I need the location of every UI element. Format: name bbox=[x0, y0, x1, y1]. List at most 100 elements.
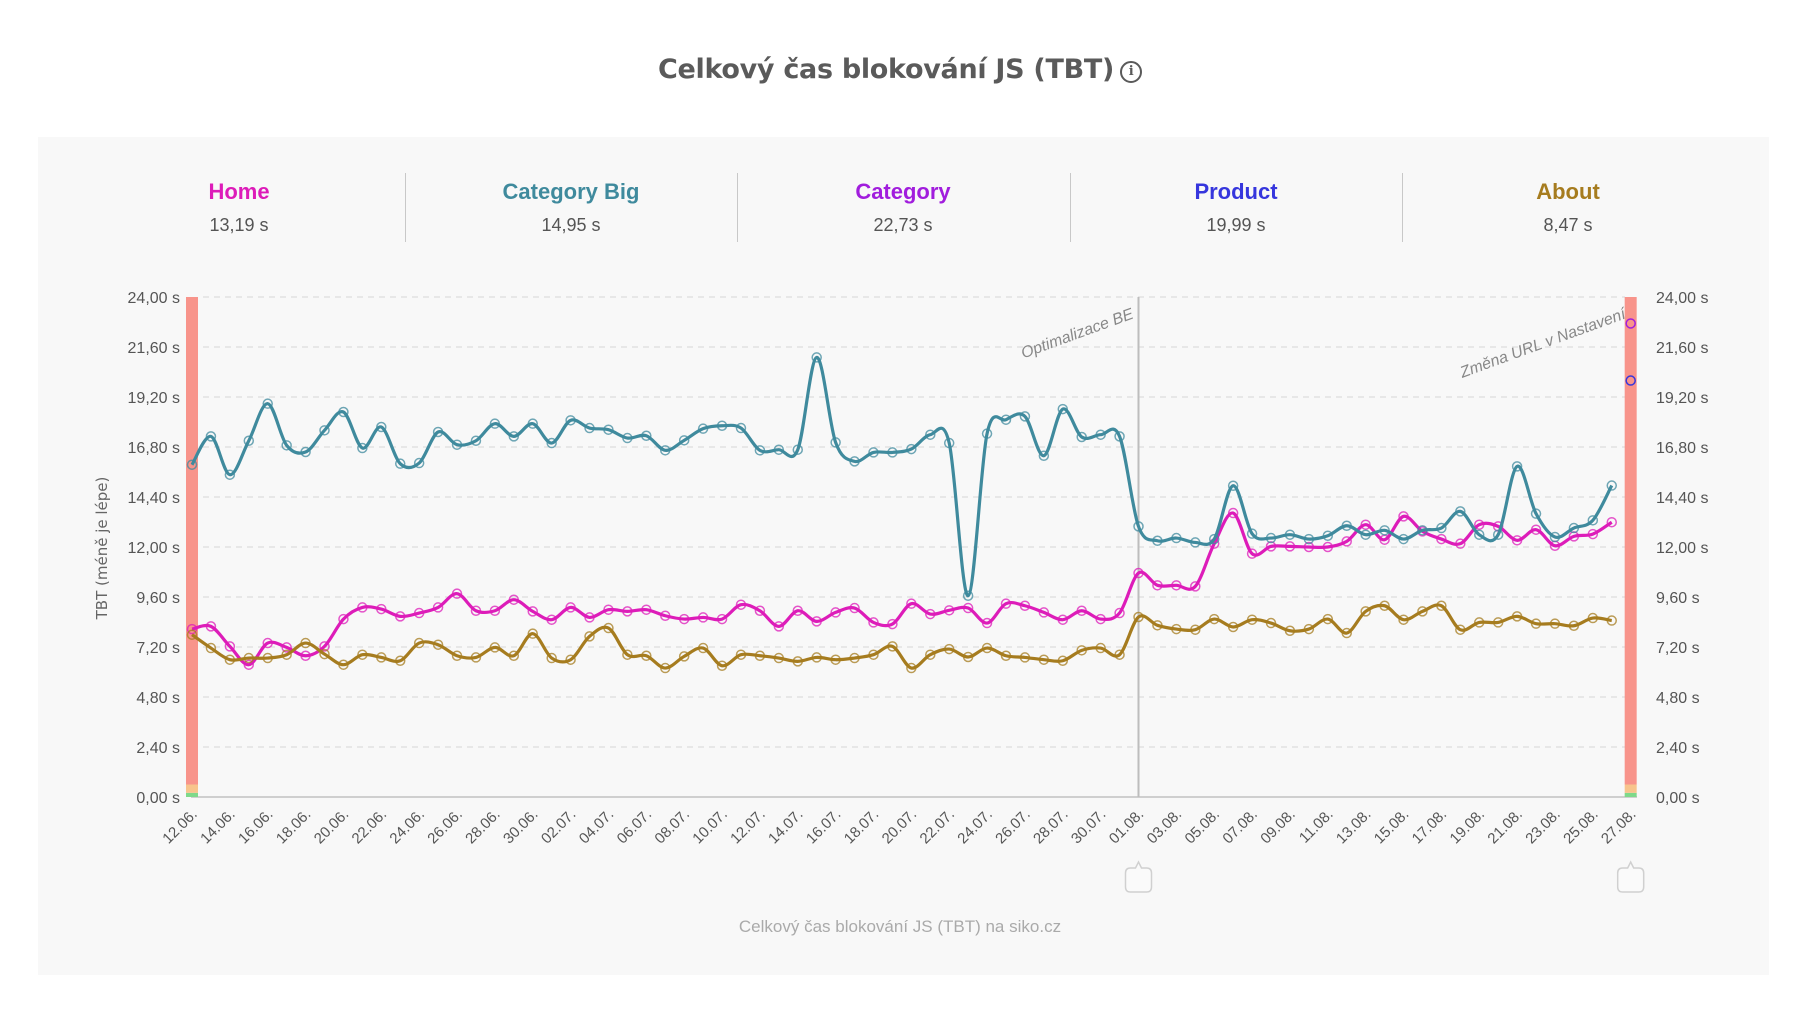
data-point-about[interactable] bbox=[413, 637, 425, 649]
data-point-category-big[interactable] bbox=[697, 423, 709, 434]
data-point-about[interactable] bbox=[224, 654, 236, 665]
data-point-about[interactable] bbox=[1341, 627, 1352, 639]
data-point-category-big[interactable] bbox=[1000, 414, 1012, 425]
data-point-category-big[interactable] bbox=[1246, 528, 1258, 539]
series-line-about[interactable] bbox=[191, 603, 1613, 670]
summary-category-big[interactable]: Category Big 14,95 s bbox=[405, 173, 737, 243]
data-point-about[interactable] bbox=[1379, 600, 1390, 611]
data-point-about[interactable] bbox=[887, 641, 898, 652]
data-point-home[interactable] bbox=[1284, 541, 1296, 552]
data-point-category-big[interactable] bbox=[565, 415, 576, 426]
data-point-about[interactable] bbox=[1511, 611, 1523, 622]
data-point-home[interactable] bbox=[186, 623, 198, 635]
data-point-about[interactable] bbox=[262, 652, 273, 664]
data-point-home[interactable] bbox=[527, 606, 538, 617]
data-point-about[interactable] bbox=[1190, 624, 1201, 635]
data-point-category-big[interactable] bbox=[281, 440, 292, 451]
data-point-category-big[interactable] bbox=[1190, 537, 1201, 548]
data-point-about[interactable] bbox=[622, 649, 633, 660]
data-point-home[interactable] bbox=[470, 605, 482, 616]
data-point-about[interactable] bbox=[811, 652, 822, 663]
data-point-about[interactable] bbox=[773, 652, 785, 664]
data-point-home[interactable] bbox=[849, 602, 860, 614]
data-point-about[interactable] bbox=[508, 650, 520, 661]
data-point-about[interactable] bbox=[394, 655, 406, 666]
data-point-home[interactable] bbox=[868, 617, 879, 628]
data-point-home[interactable] bbox=[981, 617, 993, 629]
data-point-about[interactable] bbox=[300, 637, 311, 649]
data-point-category-big[interactable] bbox=[716, 420, 728, 431]
data-point-home[interactable] bbox=[413, 607, 425, 619]
data-point-category-big[interactable] bbox=[1606, 480, 1617, 491]
data-point-category-big[interactable] bbox=[1057, 403, 1069, 415]
data-point-home[interactable] bbox=[906, 598, 917, 609]
data-point-category-big[interactable] bbox=[1133, 521, 1144, 532]
data-point-about[interactable] bbox=[678, 651, 690, 662]
data-point-about[interactable] bbox=[641, 650, 652, 661]
data-point-about[interactable] bbox=[527, 628, 538, 639]
data-point-about[interactable] bbox=[451, 650, 463, 661]
data-point-category-big[interactable] bbox=[1417, 525, 1428, 536]
data-point-category-big[interactable] bbox=[508, 431, 520, 442]
data-point-home[interactable] bbox=[338, 613, 349, 625]
range-handle-icon[interactable] bbox=[1616, 860, 1645, 893]
data-point-category-big[interactable] bbox=[1076, 431, 1087, 443]
summary-about[interactable]: About 8,47 s bbox=[1402, 173, 1734, 243]
data-point-category-big[interactable] bbox=[205, 431, 217, 442]
data-point-about[interactable] bbox=[281, 649, 292, 660]
data-point-about[interactable] bbox=[716, 660, 728, 671]
data-point-about[interactable] bbox=[1057, 655, 1069, 666]
data-point-about[interactable] bbox=[1208, 613, 1220, 625]
data-point-category-big[interactable] bbox=[1530, 508, 1542, 519]
data-point-category-big[interactable] bbox=[338, 406, 349, 418]
data-point-category-big[interactable] bbox=[1436, 522, 1447, 534]
data-point-about[interactable] bbox=[1568, 620, 1580, 631]
data-point-category-big[interactable] bbox=[357, 442, 368, 454]
data-point-category-big[interactable] bbox=[735, 422, 747, 434]
data-point-about[interactable] bbox=[1114, 649, 1125, 660]
data-point-about[interactable] bbox=[186, 629, 198, 640]
data-point-about[interactable] bbox=[1549, 618, 1561, 629]
data-point-category-big[interactable] bbox=[394, 458, 406, 469]
data-point-home[interactable] bbox=[1190, 581, 1201, 592]
data-point-home[interactable] bbox=[773, 621, 785, 632]
data-point-category-big[interactable] bbox=[432, 426, 444, 438]
summary-product[interactable]: Product 19,99 s bbox=[1070, 173, 1402, 243]
data-point-about[interactable] bbox=[906, 662, 917, 674]
data-point-category-big[interactable] bbox=[849, 456, 860, 467]
data-point-home[interactable] bbox=[376, 603, 387, 615]
data-point-about[interactable] bbox=[319, 648, 330, 660]
data-point-home[interactable] bbox=[754, 605, 766, 616]
data-point-category-big[interactable] bbox=[186, 459, 198, 470]
data-point-home[interactable] bbox=[792, 605, 804, 616]
data-point-category-big[interactable] bbox=[868, 447, 879, 458]
data-point-category-big[interactable] bbox=[1019, 411, 1031, 422]
data-point-about[interactable] bbox=[925, 649, 936, 660]
data-point-home[interactable] bbox=[565, 602, 576, 613]
data-point-home[interactable] bbox=[205, 621, 217, 632]
data-point-category-big[interactable] bbox=[1473, 529, 1485, 540]
data-point-home[interactable] bbox=[1303, 541, 1315, 553]
summary-category[interactable]: Category 22,73 s bbox=[737, 173, 1069, 243]
data-point-home[interactable] bbox=[451, 588, 463, 599]
data-point-category-big[interactable] bbox=[546, 437, 557, 449]
data-point-about[interactable] bbox=[697, 642, 709, 654]
data-point-home[interactable] bbox=[1000, 598, 1012, 609]
data-point-about[interactable] bbox=[792, 656, 804, 667]
data-point-about[interactable] bbox=[1019, 652, 1031, 663]
data-point-home[interactable] bbox=[830, 607, 841, 618]
data-point-category-big[interactable] bbox=[1284, 529, 1296, 540]
data-point-category-big[interactable] bbox=[262, 398, 273, 409]
data-point-home[interactable] bbox=[1360, 519, 1371, 530]
data-point-category-big[interactable] bbox=[925, 429, 936, 440]
data-point-about[interactable] bbox=[603, 622, 614, 634]
data-point-category-big[interactable] bbox=[811, 352, 822, 363]
data-point-category-big[interactable] bbox=[376, 421, 387, 433]
data-point-home[interactable] bbox=[660, 610, 671, 621]
data-point-home[interactable] bbox=[1473, 519, 1485, 530]
data-point-about[interactable] bbox=[1284, 625, 1296, 636]
data-point-home[interactable] bbox=[1530, 524, 1542, 535]
data-point-about[interactable] bbox=[1360, 606, 1371, 617]
data-point-home[interactable] bbox=[262, 637, 273, 649]
data-point-category-big[interactable] bbox=[660, 445, 671, 456]
